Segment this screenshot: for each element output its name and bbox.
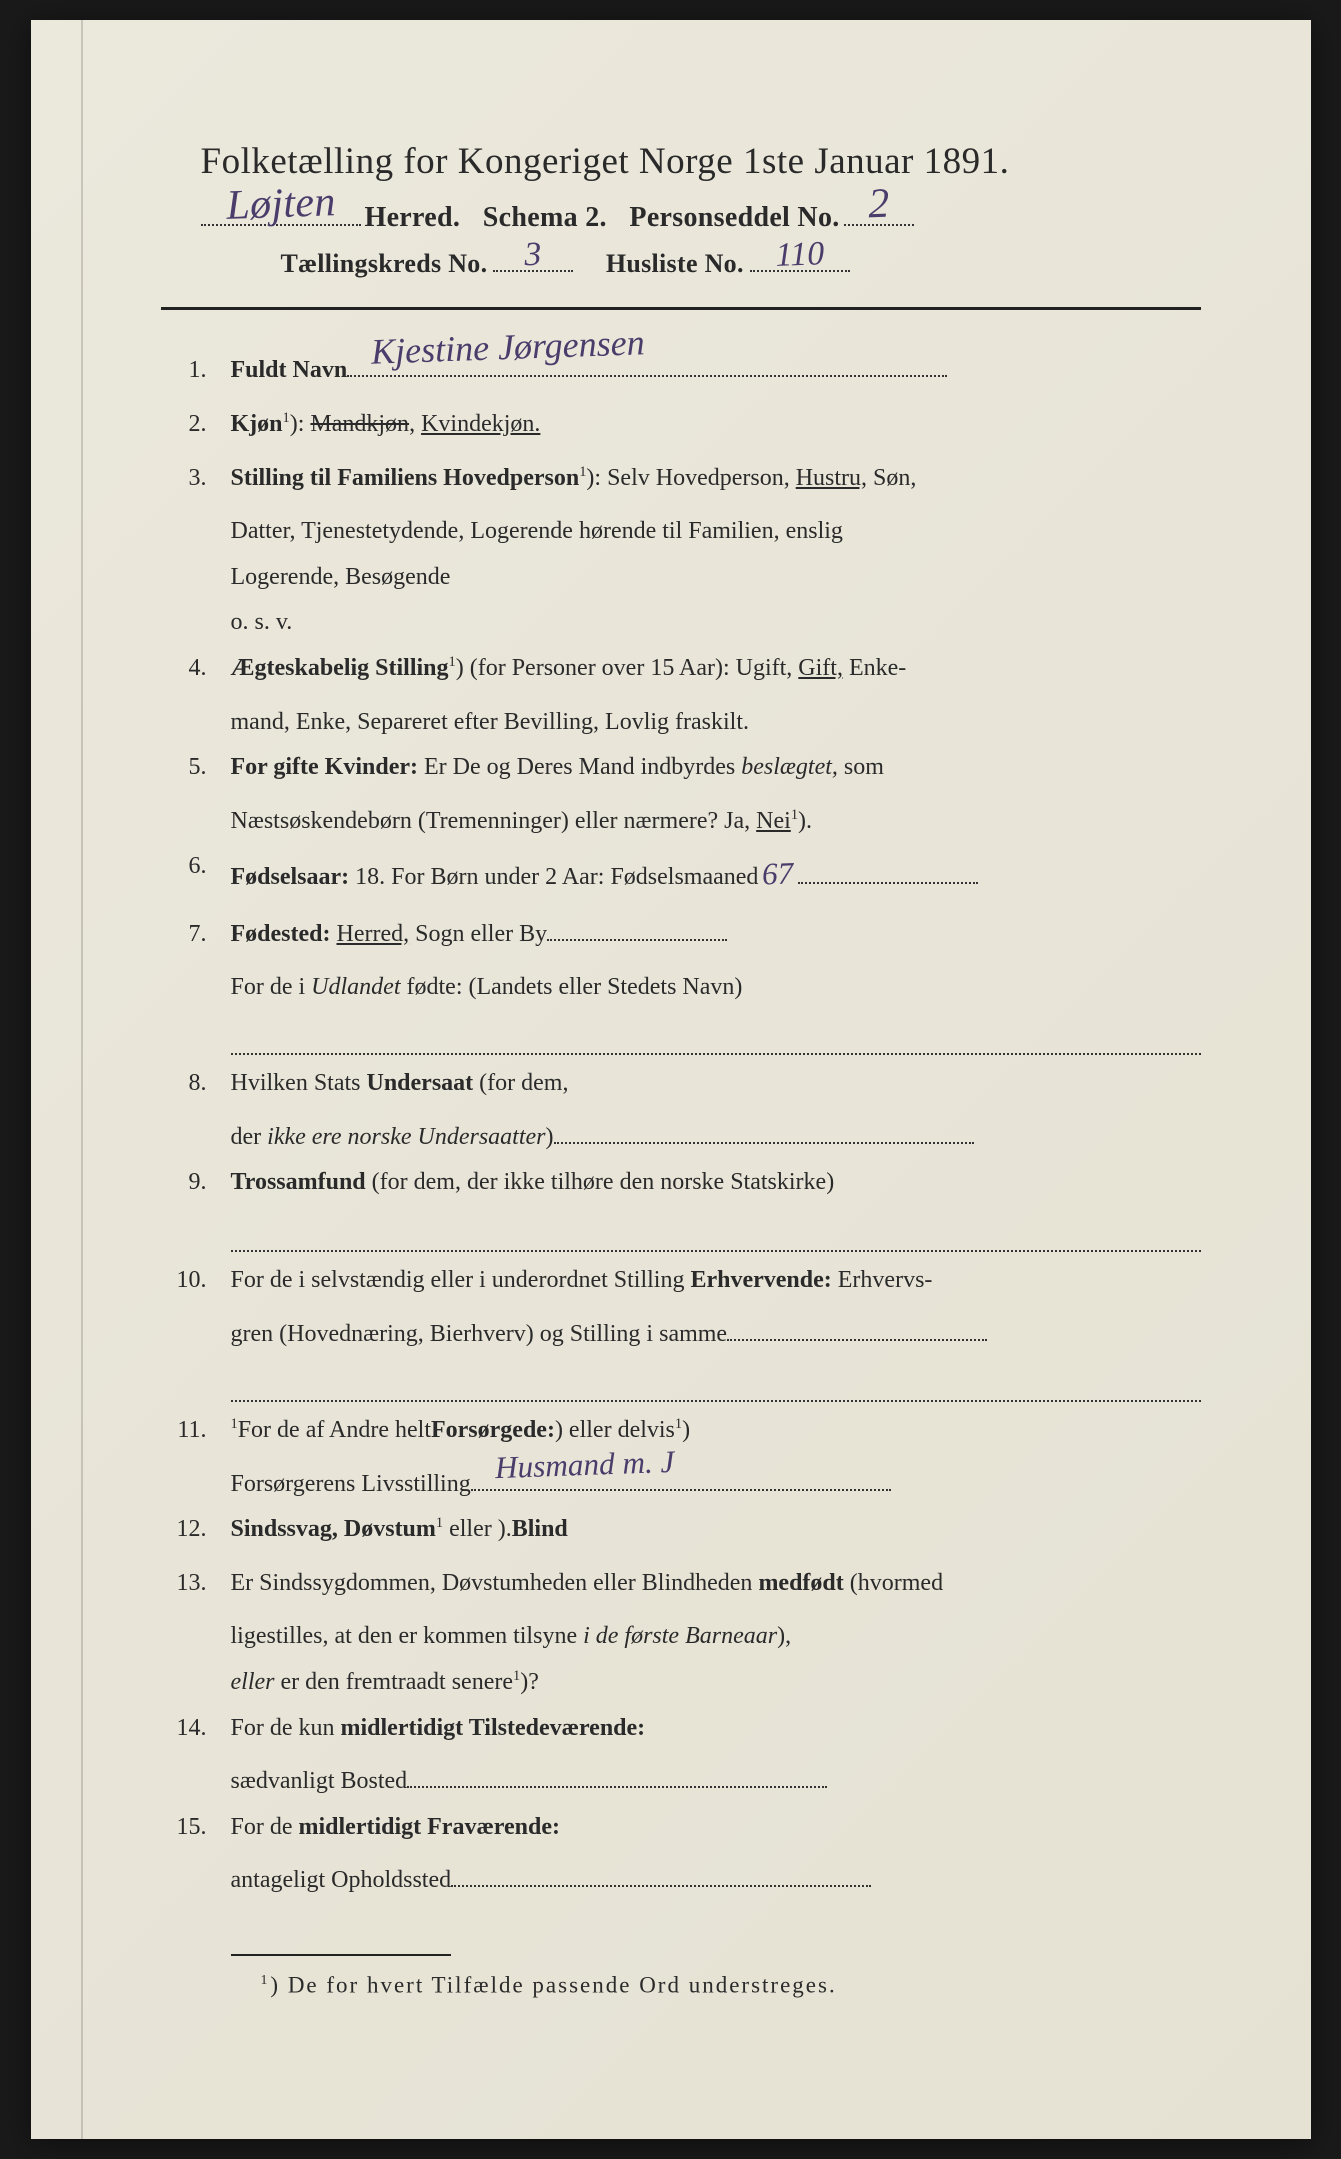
item-number: 7. <box>161 912 231 958</box>
header-line-2: Løjten Herred. Schema 2. Personseddel No… <box>201 195 1201 234</box>
item-continuation: antageligt Opholdssted <box>161 1858 1201 1904</box>
item-number: 9. <box>161 1160 231 1206</box>
tkreds-label: Tællingskreds No. <box>281 249 488 279</box>
footnote: 1) De for hvert Tilfælde passende Ord un… <box>161 1972 1201 1999</box>
form-item: 9.Trossamfund (for dem, der ikke tilhøre… <box>161 1160 1201 1206</box>
husliste-label: Husliste No. <box>606 249 744 279</box>
item-body: Fødested: Herred, Sogn eller By <box>231 912 1201 958</box>
item-continuation: sædvanligt Bosted <box>161 1759 1201 1805</box>
item-body: Stilling til Familiens Hovedperson1): Se… <box>231 456 1201 502</box>
item-number: 1. <box>161 348 231 394</box>
header-block: Folketælling for Kongeriget Norge 1ste J… <box>161 140 1201 279</box>
item-number: 14. <box>161 1706 231 1752</box>
form-item: 7.Fødested: Herred, Sogn eller By <box>161 912 1201 958</box>
form-item: 1.Fuldt NavnKjestine Jørgensen <box>161 348 1201 394</box>
schema-label: Schema 2. <box>483 202 607 234</box>
item-number: 3. <box>161 456 231 502</box>
item-number: 8. <box>161 1061 231 1107</box>
item-number: 15. <box>161 1805 231 1851</box>
item-body: For de kun midlertidigt Tilstedeværende: <box>231 1706 1201 1752</box>
item-number: 13. <box>161 1561 231 1607</box>
personseddel-field: 2 <box>844 195 914 226</box>
form-item: 6.Fødselsaar: 18. For Børn under 2 Aar: … <box>161 844 1201 903</box>
item-body: 1For de af Andre heltForsørgede:) eller … <box>231 1408 1201 1454</box>
item-body: Trossamfund (for dem, der ikke tilhøre d… <box>231 1160 1201 1206</box>
form-item: 8.Hvilken Stats Undersaat (for dem, <box>161 1061 1201 1107</box>
item-continuation: Logerende, Besøgende <box>161 555 1201 601</box>
form-item: 13.Er Sindssygdommen, Døvstumheden eller… <box>161 1561 1201 1607</box>
tkreds-hw: 3 <box>520 236 547 275</box>
husliste-field: 110 <box>750 244 850 273</box>
item-body: Fødselsaar: 18. For Børn under 2 Aar: Fø… <box>231 844 1201 903</box>
personseddel-label: Personseddel No. <box>629 202 839 234</box>
form-item: 5.For gifte Kvinder: Er De og Deres Mand… <box>161 745 1201 791</box>
form-item: 2.Kjøn1): Mandkjøn, Kvindekjøn. <box>161 402 1201 448</box>
herred-label: Herred. <box>365 202 461 234</box>
item-body: Hvilken Stats Undersaat (for dem, <box>231 1061 1201 1107</box>
form-item: 11.1For de af Andre heltForsørgede:) ell… <box>161 1408 1201 1454</box>
item-number: 2. <box>161 402 231 448</box>
blank-dotted-line <box>161 1017 1201 1055</box>
item-number: 6. <box>161 844 231 890</box>
item-body: For gifte Kvinder: Er De og Deres Mand i… <box>231 745 1201 791</box>
item-number: 4. <box>161 646 231 692</box>
item-body: For de i selvstændig eller i underordnet… <box>231 1258 1201 1304</box>
item-number: 10. <box>161 1258 231 1304</box>
divider-rule <box>161 307 1201 310</box>
item-body: Ægteskabelig Stilling1) (for Personer ov… <box>231 646 1201 692</box>
footnote-text: ) De for hvert Tilfælde passende Ord und… <box>270 1973 836 1998</box>
item-continuation: o. s. v. <box>161 600 1201 646</box>
item-body: Kjøn1): Mandkjøn, Kvindekjøn. <box>231 402 1201 448</box>
form-item: 14.For de kun midlertidigt Tilstedeværen… <box>161 1706 1201 1752</box>
item-body: Er Sindssygdommen, Døvstumheden eller Bl… <box>231 1561 1201 1607</box>
item-continuation: gren (Hovednæring, Bierhverv) og Stillin… <box>161 1312 1201 1358</box>
item-body: For de midlertidigt Fraværende: <box>231 1805 1201 1851</box>
item-continuation: eller er den fremtraadt senere1)? <box>161 1660 1201 1706</box>
item-continuation: mand, Enke, Separeret efter Bevilling, L… <box>161 700 1201 746</box>
item-number: 5. <box>161 745 231 791</box>
item-continuation: Forsørgerens LivsstillingHusmand m. J <box>161 1462 1201 1508</box>
form-item: 10.For de i selvstændig eller i underord… <box>161 1258 1201 1304</box>
item-number: 12. <box>161 1507 231 1553</box>
form-item: 15.For de midlertidigt Fraværende: <box>161 1805 1201 1851</box>
main-title: Folketælling for Kongeriget Norge 1ste J… <box>201 140 1201 183</box>
form-item: 4.Ægteskabelig Stilling1) (for Personer … <box>161 646 1201 692</box>
herred-field: Løjten <box>201 195 361 226</box>
item-number: 11. <box>161 1408 231 1454</box>
husliste-hw: 110 <box>771 235 829 275</box>
form-item: 3.Stilling til Familiens Hovedperson1): … <box>161 456 1201 502</box>
tkreds-field: 3 <box>493 244 573 273</box>
item-continuation: Datter, Tjenestetydende, Logerende høren… <box>161 509 1201 555</box>
item-body: Sindssvag, Døvstum1 eller ).Blind <box>231 1507 1201 1553</box>
footnote-rule <box>231 1954 451 1956</box>
header-line-3: Tællingskreds No. 3 Husliste No. 110 <box>201 244 1201 280</box>
item-continuation: der ikke ere norske Undersaatter) <box>161 1115 1201 1161</box>
census-form-page: Folketælling for Kongeriget Norge 1ste J… <box>31 20 1311 2139</box>
item-continuation: For de i Udlandet fødte: (Landets eller … <box>161 965 1201 1011</box>
item-body: Fuldt NavnKjestine Jørgensen <box>231 348 1201 394</box>
blank-dotted-line <box>161 1364 1201 1402</box>
items-list: 1.Fuldt NavnKjestine Jørgensen2.Kjøn1): … <box>161 348 1201 1903</box>
personseddel-hw: 2 <box>863 179 894 228</box>
item-continuation: ligestilles, at den er kommen tilsyne i … <box>161 1614 1201 1660</box>
item-continuation: Næstsøskendebørn (Tremenninger) eller næ… <box>161 799 1201 845</box>
form-item: 12.Sindssvag, Døvstum1 eller ).Blind <box>161 1507 1201 1553</box>
herred-handwriting: Løjten <box>221 178 340 230</box>
footnote-sup: 1 <box>261 1972 271 1987</box>
blank-dotted-line <box>161 1214 1201 1252</box>
